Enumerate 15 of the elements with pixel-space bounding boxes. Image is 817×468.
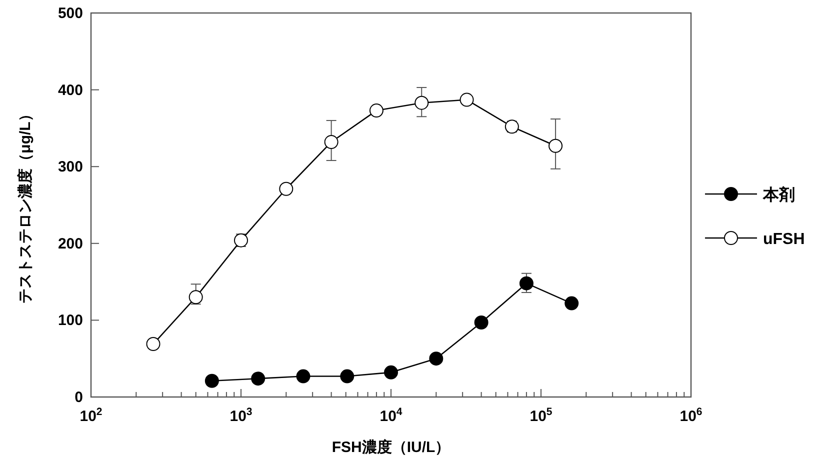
x-axis-title: FSH濃度（IU/L） [332, 438, 450, 456]
legend-label: 本剤 [762, 186, 795, 204]
y-tick-label: 500 [58, 5, 83, 22]
x-tick-label: 10$^{3}$ [230, 406, 252, 425]
y-tick-label: 0 [74, 389, 83, 406]
x-tick-label: 10$^{4}$ [380, 406, 402, 425]
x-tick-label: 10$^{5}$ [530, 406, 552, 425]
y-tick-label: 100 [58, 312, 83, 330]
legend-label: uFSH [763, 231, 805, 248]
y-axis-title: テストステロン濃度（μg/L） [16, 106, 34, 304]
x-tick-label: 10$^{6}$ [680, 406, 702, 425]
x-tick-label: 10$^{2}$ [80, 406, 102, 425]
y-tick-label: 400 [58, 82, 83, 99]
y-tick-label: 200 [58, 235, 83, 252]
y-tick-label: 300 [58, 158, 83, 176]
